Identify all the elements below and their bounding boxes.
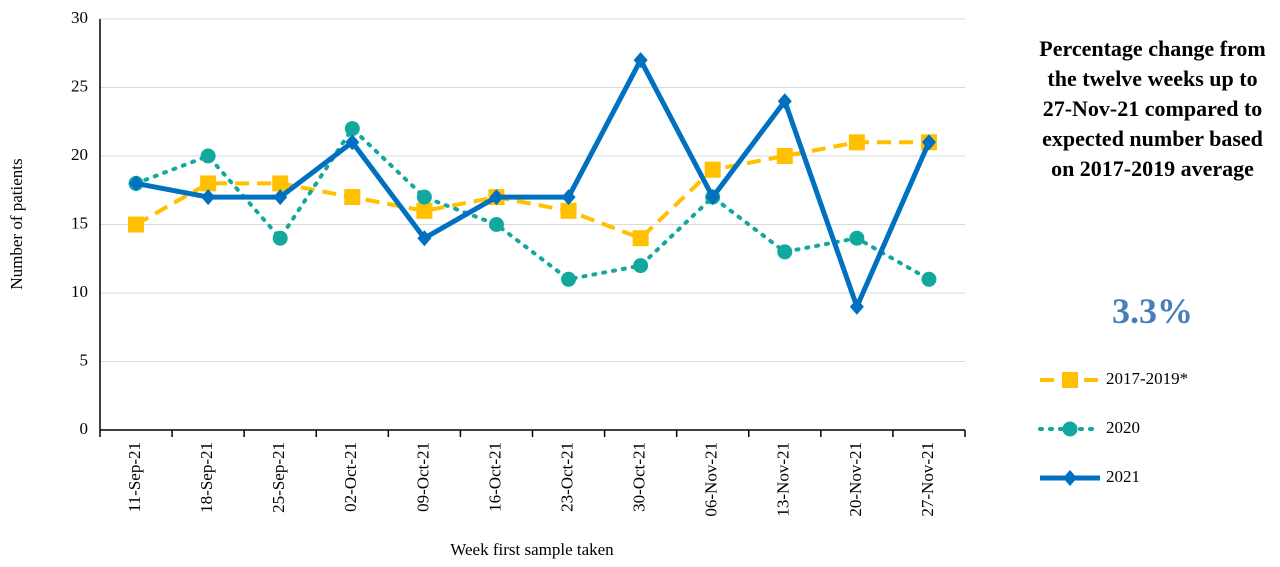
data-point [416,189,432,205]
data-point [200,175,217,192]
data-point [777,93,792,110]
x-tick-label: 27-Nov-21 [918,442,937,517]
legend-marker [1062,421,1078,437]
data-point [560,202,577,219]
legend-label: 2017-2019* [1106,369,1188,388]
x-tick-label: 02-Oct-21 [341,442,360,512]
data-point [777,244,793,260]
data-point [633,52,648,69]
legend-marker [1063,470,1077,486]
x-tick-label: 23-Oct-21 [557,442,576,512]
data-point [344,121,360,137]
y-tick-label: 5 [80,350,89,369]
x-tick-label: 18-Sep-21 [197,442,216,513]
data-point [776,148,793,164]
y-axis-label: Number of patients [7,158,26,289]
legend-marker [1062,372,1078,388]
data-point [561,271,577,287]
y-tick-label: 15 [71,213,88,232]
x-tick-label: 30-Oct-21 [630,442,649,512]
y-tick-label: 10 [71,282,88,301]
data-point [128,216,145,233]
data-point [561,189,576,206]
data-point [416,202,433,219]
legend-label: 2020 [1106,418,1140,437]
data-point [345,134,360,151]
data-point [344,189,361,206]
data-point [417,230,432,247]
data-point [921,134,936,151]
data-point [849,230,865,246]
x-tick-label: 09-Oct-21 [413,442,432,512]
series-line [135,57,932,310]
legend-label: 2021 [1106,467,1140,486]
data-point [273,189,288,206]
data-point [633,258,649,274]
data-point [848,134,865,151]
x-tick-label: 20-Nov-21 [846,442,865,517]
data-point [200,148,216,164]
series-line [135,140,929,241]
y-tick-label: 30 [71,8,88,27]
x-tick-label: 25-Sep-21 [269,442,288,513]
data-point [705,189,720,206]
y-tick-label: 20 [71,145,88,164]
data-point [201,189,216,206]
x-tick-label: 13-Nov-21 [774,442,793,517]
data-point [704,161,721,178]
x-tick-label: 06-Nov-21 [702,442,721,517]
data-point [849,298,864,315]
x-axis-label: Week first sample taken [450,540,614,559]
data-point [129,175,144,192]
data-point [489,189,504,206]
y-tick-label: 25 [71,76,88,95]
x-tick-label: 16-Oct-21 [485,442,504,512]
data-point [921,271,937,287]
y-tick-label: 0 [80,419,89,438]
data-point [272,175,289,192]
series-line [134,126,931,282]
data-point [272,230,288,246]
data-point [488,217,504,232]
annotation-value: 3.3% [1112,291,1193,331]
data-point [632,230,649,247]
x-tick-label: 11-Sep-21 [125,442,144,512]
annotation-title: Percentage change from the twelve weeks … [1039,36,1266,181]
